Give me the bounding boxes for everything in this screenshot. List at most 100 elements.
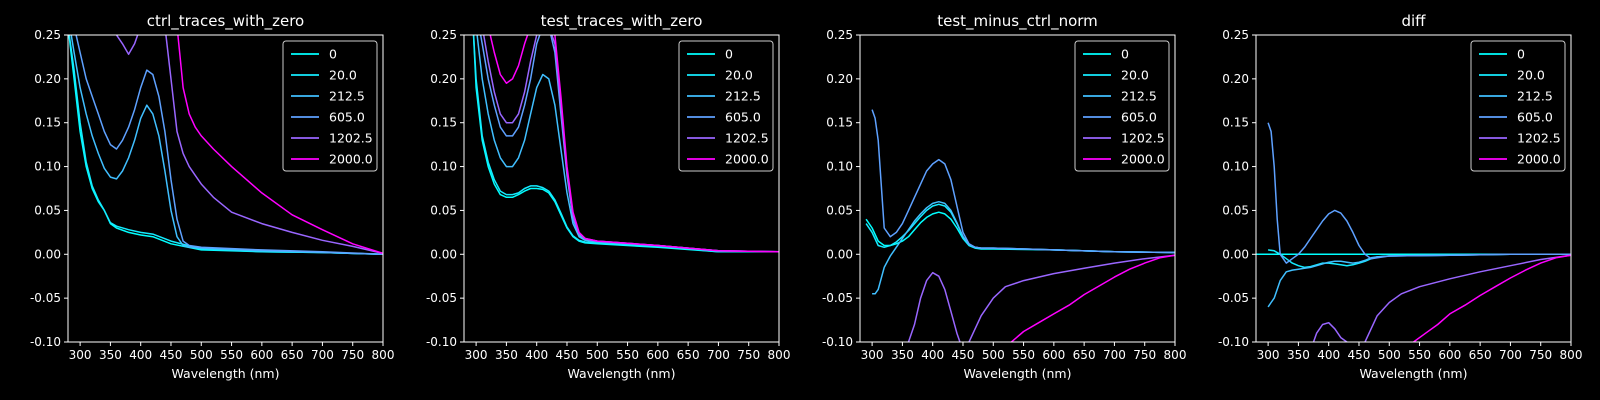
x-tick-label: 650 — [1469, 348, 1492, 362]
y-tick-label: -0.10 — [822, 335, 853, 349]
x-tick-label: 600 — [1438, 348, 1461, 362]
chart-title: test_traces_with_zero — [541, 12, 703, 31]
y-tick-label: -0.05 — [1218, 291, 1249, 305]
series-line-212-5 — [476, 35, 779, 253]
chart-title: diff — [1401, 12, 1426, 30]
x-tick-label: 550 — [1012, 348, 1035, 362]
y-tick-label: 0.25 — [826, 28, 853, 42]
x-tick-label: 350 — [495, 348, 518, 362]
axes-frame — [1255, 34, 1572, 343]
legend-entry: 20.0 — [1121, 68, 1149, 83]
x-tick-label: 700 — [1103, 348, 1126, 362]
chart-title: test_minus_ctrl_norm — [937, 12, 1098, 31]
legend-entry: 20.0 — [725, 68, 753, 83]
legend-entry: 1202.5 — [1121, 131, 1165, 146]
x-tick-label: 700 — [1499, 348, 1522, 362]
x-tick-label: 500 — [1378, 348, 1401, 362]
legend-entry: 2000.0 — [1517, 152, 1561, 167]
x-tick-label: 650 — [677, 348, 700, 362]
chart-title: ctrl_traces_with_zero — [147, 12, 304, 31]
x-tick-label: 400 — [921, 348, 944, 362]
y-tick-label: 0.00 — [34, 247, 61, 261]
x-tick-label: 450 — [1348, 348, 1371, 362]
x-tick-label: 400 — [525, 348, 548, 362]
legend-entry: 212.5 — [1121, 89, 1157, 104]
y-tick-label: 0.25 — [1222, 28, 1249, 42]
chart-panel-4: 300 350 400 450 500 550 600 650 700 750 800 -0.10 -0… — [1218, 12, 1583, 381]
series-group — [1256, 122, 1571, 342]
series-line-20-0 — [68, 35, 383, 256]
legend-entry: 605.0 — [725, 110, 761, 125]
series-line-2000-0 — [177, 35, 383, 255]
y-tick-label: 0.10 — [1222, 160, 1249, 174]
x-tick-label: 300 — [861, 348, 884, 362]
series-line-1202-5 — [115, 35, 383, 255]
series-line-605-0 — [1267, 122, 1571, 264]
series-group — [472, 35, 779, 253]
y-tick-label: 0.05 — [430, 203, 457, 217]
legend-entry: 605.0 — [329, 110, 365, 125]
x-tick-label: 600 — [250, 348, 273, 362]
legend-entry: 1202.5 — [329, 131, 373, 146]
legend-entry: 212.5 — [725, 89, 761, 104]
axes-frame — [67, 34, 384, 343]
x-tick-label: 500 — [190, 348, 213, 362]
x-tick-label: 300 — [465, 348, 488, 362]
legend-entry: 0 — [329, 47, 337, 62]
legend-entry: 20.0 — [1517, 68, 1545, 83]
x-tick-label: 450 — [556, 348, 579, 362]
legend-entry: 1202.5 — [1517, 131, 1561, 146]
legend-entry: 20.0 — [329, 68, 357, 83]
y-tick-label: 0.00 — [1222, 247, 1249, 261]
legend-entry: 605.0 — [1517, 110, 1553, 125]
y-tick-label: 0.10 — [826, 160, 853, 174]
legend: 0 20.0 212.5 605.0 1202.5 2000.0 — [1470, 40, 1566, 172]
x-tick-label: 800 — [1560, 348, 1583, 362]
legend-entry: 1202.5 — [725, 131, 769, 146]
axes-frame — [859, 34, 1176, 343]
y-tick-label: 0.15 — [826, 116, 853, 130]
x-tick-label: 350 — [891, 348, 914, 362]
y-tick-label: 0.20 — [34, 72, 61, 86]
x-axis-label: Wavelength (nm) — [964, 366, 1072, 381]
y-tick-label: 0.15 — [430, 116, 457, 130]
x-tick-label: 400 — [129, 348, 152, 362]
x-tick-label: 450 — [160, 348, 183, 362]
x-tick-label: 800 — [1164, 348, 1187, 362]
x-tick-label: 750 — [341, 348, 364, 362]
y-tick-label: -0.10 — [426, 335, 457, 349]
y-tick-label: 0.15 — [34, 116, 61, 130]
y-tick-label: -0.05 — [426, 291, 457, 305]
y-tick-label: 0.25 — [430, 28, 457, 42]
legend-entry: 212.5 — [1517, 89, 1553, 104]
x-tick-label: 600 — [1042, 348, 1065, 362]
x-tick-label: 700 — [707, 348, 730, 362]
series-line-605-0 — [871, 109, 1175, 254]
x-tick-label: 350 — [99, 348, 122, 362]
y-tick-label: 0.25 — [34, 28, 61, 42]
axes-frame — [463, 34, 780, 343]
series-line-0 — [472, 35, 779, 253]
y-tick-label: -0.05 — [30, 291, 61, 305]
legend-entry: 0 — [725, 47, 733, 62]
series-line-1202-5 — [1312, 254, 1571, 342]
series-line-212-5 — [70, 35, 383, 256]
x-tick-label: 300 — [69, 348, 92, 362]
x-tick-label: 350 — [1287, 348, 1310, 362]
x-tick-label: 550 — [220, 348, 243, 362]
series-group — [68, 35, 383, 256]
legend-entry: 2000.0 — [329, 152, 373, 167]
legend: 0 20.0 212.5 605.0 1202.5 2000.0 — [282, 40, 378, 172]
y-tick-label: -0.10 — [1218, 335, 1249, 349]
x-tick-label: 750 — [1529, 348, 1552, 362]
x-tick-label: 300 — [1257, 348, 1280, 362]
y-tick-label: 0.10 — [34, 160, 61, 174]
series-line-20-0 — [472, 35, 779, 253]
series-line-2000-0 — [489, 35, 779, 253]
x-tick-label: 800 — [372, 348, 395, 362]
x-tick-label: 750 — [737, 348, 760, 362]
y-tick-label: 0.00 — [826, 247, 853, 261]
chart-panel-2: 300 350 400 450 500 550 600 650 700 750 800 -0.10 -0… — [426, 12, 791, 381]
series-line-605-0 — [75, 35, 383, 256]
